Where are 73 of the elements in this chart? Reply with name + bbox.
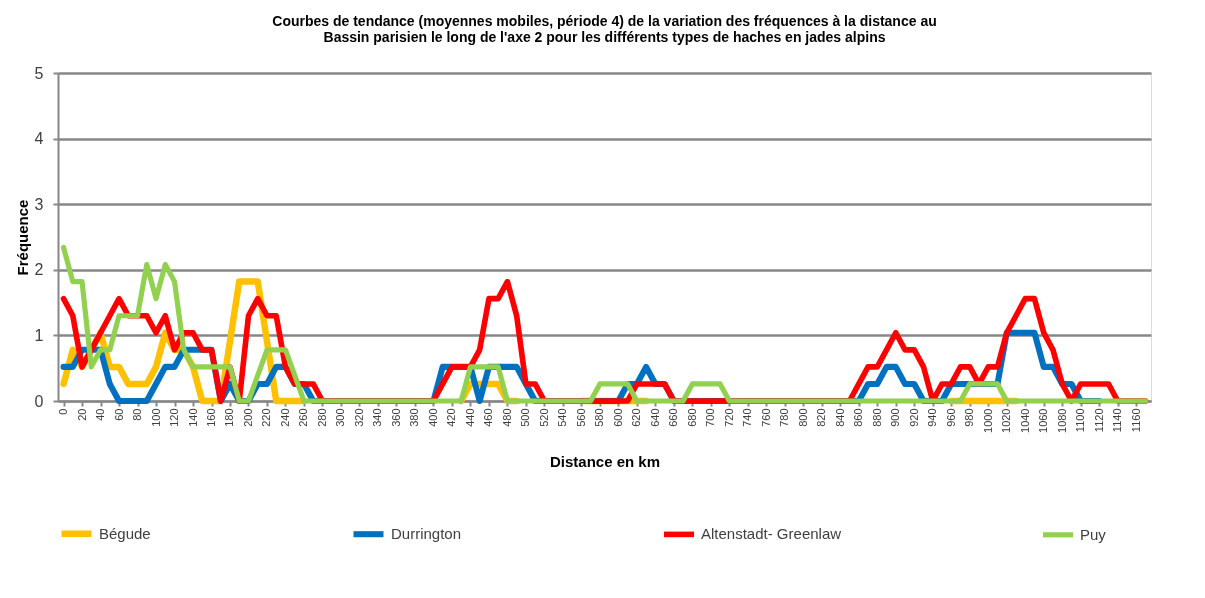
x-tick-label: 1080: [1055, 408, 1068, 433]
x-tick-label: 560: [574, 408, 587, 427]
x-tick-label: 780: [778, 408, 791, 427]
x-tick-label: 680: [685, 408, 698, 427]
x-tick-label: 360: [389, 408, 402, 427]
x-tick-label: 740: [741, 408, 754, 427]
x-tick-label: 600: [611, 408, 624, 427]
x-tick-label: 1140: [1111, 408, 1124, 433]
text: Courbes de tendance (moyennes mobiles, période 4) de la variation des fréquences à la distance au: [272, 13, 937, 29]
x-tick-label: 400: [426, 408, 439, 427]
x-tick-label: 380: [408, 408, 421, 427]
x-tick-label: 160: [205, 408, 217, 427]
x-tick-label: 460: [482, 408, 495, 427]
x-tick-label: 20: [75, 408, 88, 421]
x-tick-label: 280: [315, 408, 328, 427]
legend-label: Altenstadt- Greenlaw: [701, 525, 842, 543]
x-tick-label: 840: [833, 408, 846, 427]
x-tick-label: 340: [371, 408, 384, 427]
x-tick-label: 760: [759, 408, 772, 427]
y-tick-label: 3: [34, 195, 44, 213]
y-tick-label: 2: [34, 261, 44, 279]
x-tick-label: 200: [241, 408, 254, 427]
x-tick-label: 660: [667, 408, 680, 427]
x-tick-label: 320: [352, 408, 365, 427]
x-tick-label: 1060: [1037, 408, 1050, 433]
x-tick-label: 40: [94, 408, 107, 421]
x-tick-label: 220: [260, 408, 273, 427]
x-tick-label: 0: [57, 408, 70, 415]
x-tick-label: 820: [815, 408, 828, 427]
legend-label: Puy: [1080, 525, 1107, 543]
y-tick-label: 1: [34, 326, 44, 344]
x-tick-label: 800: [796, 408, 809, 427]
x-tick-label: 980: [963, 408, 976, 427]
x-tick-label: 620: [630, 408, 643, 427]
x-tick-label: 1000: [981, 408, 994, 433]
x-tick-label: 140: [186, 408, 199, 427]
x-axis-title: Distance en km: [549, 452, 661, 470]
x-tick-label: 1120: [1092, 408, 1105, 433]
x-tick-label: 920: [907, 408, 920, 427]
x-tick-label: 260: [297, 408, 310, 427]
x-tick-label: 1160: [1129, 408, 1142, 433]
x-tick-label: 720: [722, 408, 735, 427]
y-axis-title: Fréquence: [13, 199, 31, 276]
y-tick-label: 5: [34, 64, 44, 82]
x-tick-label: 500: [519, 408, 532, 427]
x-tick-label: 540: [556, 408, 569, 427]
x-tick-label: 940: [926, 408, 939, 427]
x-tick-label: 100: [149, 408, 162, 427]
x-tick-label: 480: [500, 408, 513, 427]
x-tick-label: 60: [112, 408, 125, 421]
x-tick-label: 640: [648, 408, 661, 427]
text: Bassin parisien le long de l'axe 2 pour les différents types de haches en jades alpins: [323, 29, 886, 45]
x-tick-label: 520: [537, 408, 550, 427]
legend-label: Bégude: [99, 524, 151, 542]
x-tick-label: 700: [704, 408, 717, 427]
x-tick-label: 180: [223, 408, 236, 427]
x-tick-label: 80: [131, 408, 144, 421]
x-tick-label: 1100: [1074, 408, 1087, 433]
x-tick-label: 1040: [1018, 408, 1031, 433]
x-tick-label: 440: [463, 408, 476, 427]
x-tick-label: 860: [852, 408, 865, 427]
y-tick-label: 0: [34, 392, 44, 410]
legend-label: Durrington: [391, 525, 462, 543]
x-tick-label: 900: [889, 408, 902, 427]
x-tick-label: 880: [870, 408, 883, 427]
x-tick-label: 580: [593, 408, 606, 427]
x-tick-label: 240: [278, 408, 291, 427]
x-tick-label: 1020: [1000, 408, 1013, 433]
y-tick-label: 4: [34, 130, 44, 148]
x-tick-label: 120: [168, 408, 181, 427]
x-tick-label: 960: [944, 408, 957, 427]
x-tick-label: 420: [445, 408, 458, 427]
x-tick-label: 300: [334, 408, 347, 427]
